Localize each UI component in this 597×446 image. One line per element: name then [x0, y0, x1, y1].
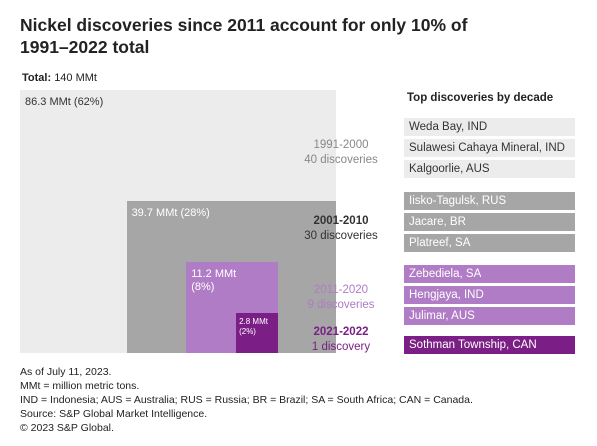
discovery-item: Zebediela, SA	[404, 265, 575, 283]
note: MMt = million metric tons.	[20, 380, 140, 392]
discovery-count: 30 discoveries	[304, 230, 378, 242]
discovery-item: Sothman Township, CAN	[404, 336, 575, 354]
discovery-item: Sulawesi Cahaya Mineral, IND	[404, 139, 575, 157]
note: Source: S&P Global Market Intelligence.	[20, 408, 208, 420]
total-value: 140 MMt	[54, 72, 97, 84]
discovery-count: 1 discovery	[311, 341, 371, 353]
decade-name: 2011-2020	[313, 284, 369, 296]
note: © 2023 S&P Global.	[20, 422, 114, 434]
chart-title: Nickel discoveries since 2011 account fo…	[20, 15, 468, 57]
decade-name: 2001-2010	[313, 215, 369, 227]
total-label: Total:	[22, 72, 52, 84]
decade-label: 2001-2010 30 discoveries	[276, 214, 406, 244]
discovery-item: Weda Bay, IND	[404, 118, 575, 136]
decade-name: 2021-2022	[313, 326, 369, 338]
note: As of July 11, 2023.	[20, 366, 112, 378]
note: IND = Indonesia; AUS = Australia; RUS = …	[20, 394, 473, 406]
value-label: 2.8 MMt (2%)	[239, 317, 268, 337]
total: Total: 140 MMt	[22, 72, 97, 84]
discovery-item: Hengjaya, IND	[404, 286, 575, 304]
decade-label: 1991-2000 40 discoveries	[276, 138, 406, 168]
list-title: Top discoveries by decade	[407, 92, 554, 104]
discovery-item: Kalgoorlie, AUS	[404, 160, 575, 178]
decade-label: 2011-2020 9 discoveries	[276, 283, 406, 313]
decade-name: 1991-2000	[313, 139, 369, 151]
value-label: 39.7 MMt (28%)	[131, 206, 210, 219]
discovery-item: Platreef, SA	[404, 234, 575, 252]
decade-label: 2021-2022 1 discovery	[276, 325, 406, 355]
discovery-item: Julimar, AUS	[404, 307, 575, 325]
value-label: 11.2 MMt (8%)	[191, 268, 237, 294]
discovery-count: 9 discoveries	[307, 299, 375, 311]
discovery-item: Iisko-Tagulsk, RUS	[404, 192, 575, 210]
value-label: 86.3 MMt (62%)	[25, 96, 104, 108]
box: 2.8 MMt (2%)	[236, 313, 278, 353]
discovery-count: 40 discoveries	[304, 154, 378, 166]
discovery-item: Jacare, BR	[404, 213, 575, 231]
